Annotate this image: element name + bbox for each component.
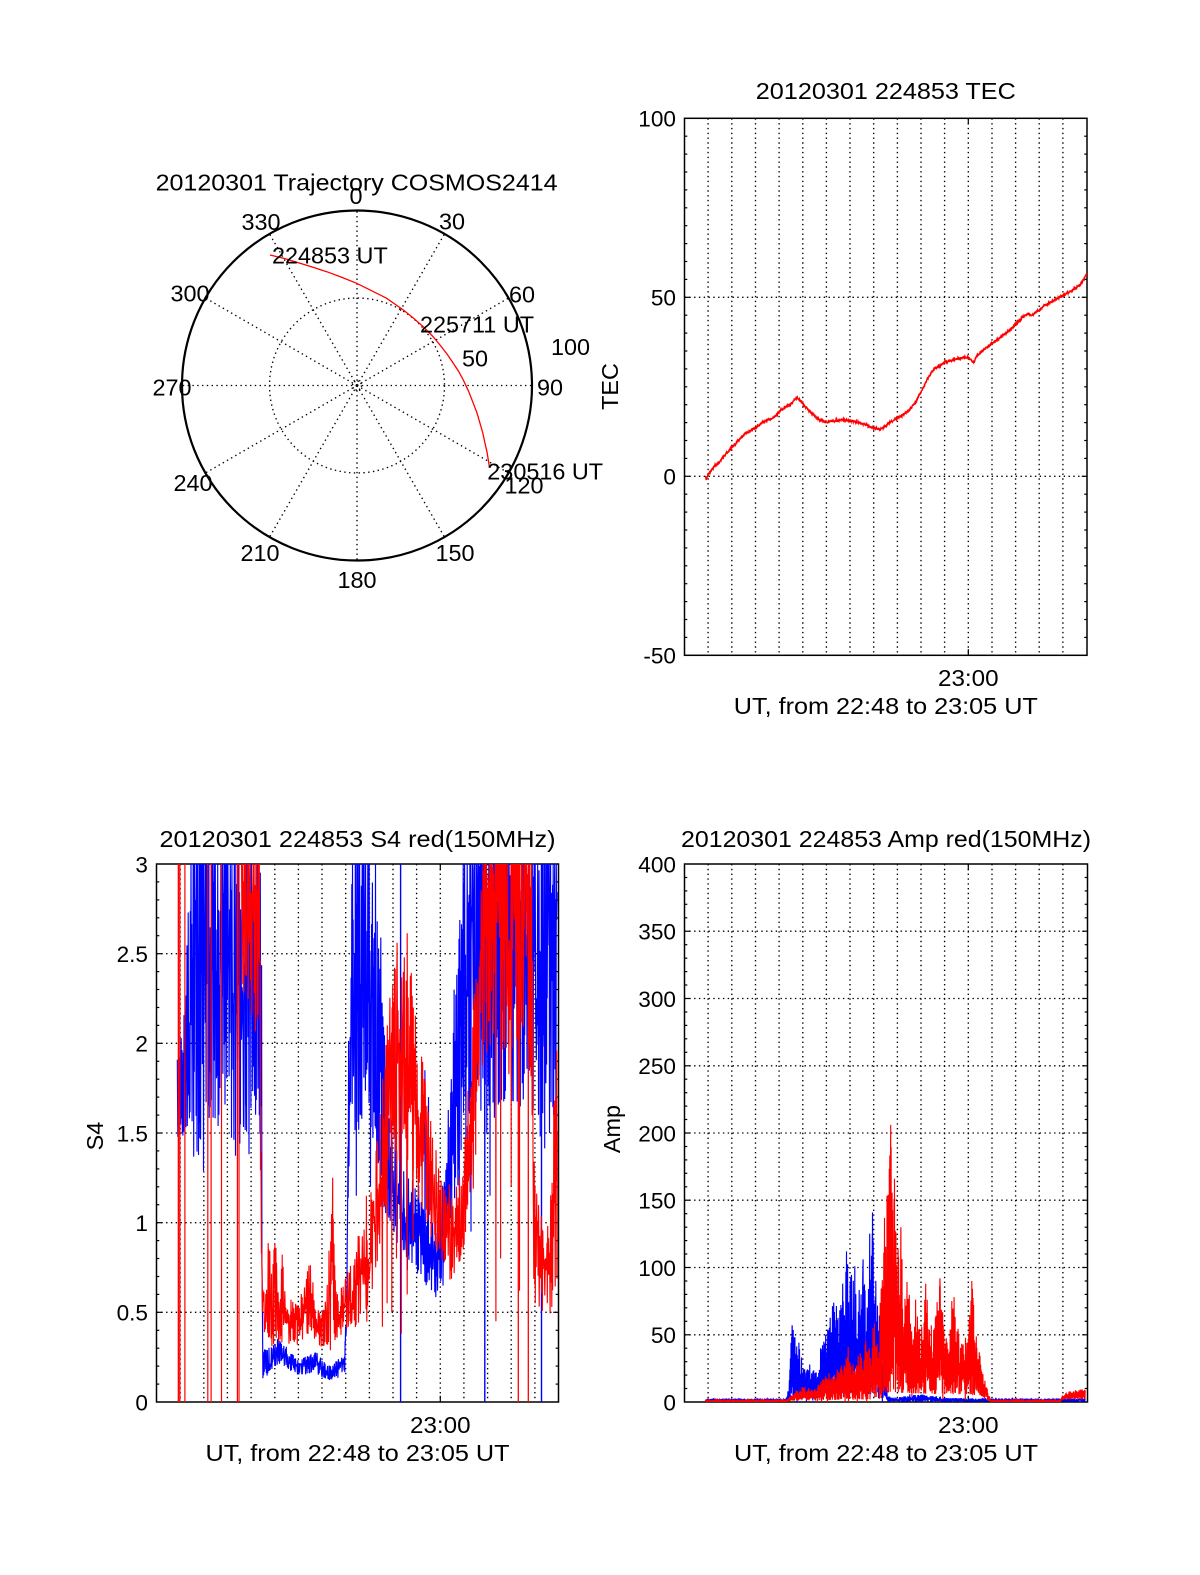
svg-text:150: 150 [435,540,474,566]
svg-text:250: 250 [638,1054,676,1079]
svg-text:20120301 224853 TEC: 20120301 224853 TEC [756,78,1016,104]
svg-text:3: 3 [135,852,148,877]
svg-text:S4: S4 [82,1122,108,1151]
svg-text:180: 180 [337,567,376,593]
svg-text:0: 0 [135,1390,148,1415]
svg-text:20120301 Trajectory COSMOS2414: 20120301 Trajectory COSMOS2414 [156,170,558,196]
svg-text:270: 270 [152,375,191,401]
svg-text:2: 2 [135,1032,148,1057]
svg-text:150: 150 [638,1189,676,1214]
svg-text:50: 50 [651,286,676,311]
svg-text:1.5: 1.5 [117,1121,148,1146]
svg-text:230516 UT: 230516 UT [487,459,603,485]
svg-text:23:00: 23:00 [938,665,999,691]
svg-text:300: 300 [170,281,209,307]
svg-text:60: 60 [509,282,535,308]
svg-text:100: 100 [638,107,676,132]
svg-text:0: 0 [663,1390,676,1415]
svg-text:UT, from 22:48 to 23:05 UT: UT, from 22:48 to 23:05 UT [206,1440,510,1466]
svg-text:400: 400 [638,852,676,877]
svg-text:0: 0 [663,465,676,490]
svg-text:224853 UT: 224853 UT [272,243,388,269]
svg-text:30: 30 [439,209,465,235]
svg-text:TEC: TEC [597,363,623,410]
svg-text:100: 100 [551,334,590,360]
svg-text:Amp: Amp [599,1105,625,1153]
svg-text:120: 120 [504,473,543,499]
svg-text:300: 300 [638,987,676,1012]
svg-text:1: 1 [135,1211,148,1236]
svg-text:20120301 224853 S4 red(150MHz): 20120301 224853 S4 red(150MHz) [160,826,556,852]
svg-text:UT, from 22:48 to 23:05 UT: UT, from 22:48 to 23:05 UT [734,1440,1038,1466]
svg-text:0: 0 [349,183,362,209]
svg-text:50: 50 [462,346,488,372]
svg-text:0.5: 0.5 [117,1301,148,1326]
svg-text:100: 100 [638,1256,676,1281]
svg-text:225711 UT: 225711 UT [420,312,534,338]
svg-text:UT, from 22:48 to 23:05 UT: UT, from 22:48 to 23:05 UT [734,693,1038,719]
svg-text:23:00: 23:00 [938,1412,999,1438]
svg-text:2.5: 2.5 [117,942,148,967]
svg-text:210: 210 [240,540,279,566]
svg-text:200: 200 [638,1121,676,1146]
svg-text:-50: -50 [643,644,676,669]
svg-text:350: 350 [638,920,676,945]
svg-text:23:00: 23:00 [410,1412,471,1438]
svg-text:240: 240 [173,470,212,496]
svg-text:90: 90 [537,375,563,401]
svg-text:50: 50 [651,1323,676,1348]
svg-text:330: 330 [241,209,280,235]
svg-text:20120301 224853 Amp red(150MHz: 20120301 224853 Amp red(150MHz) [681,826,1091,852]
